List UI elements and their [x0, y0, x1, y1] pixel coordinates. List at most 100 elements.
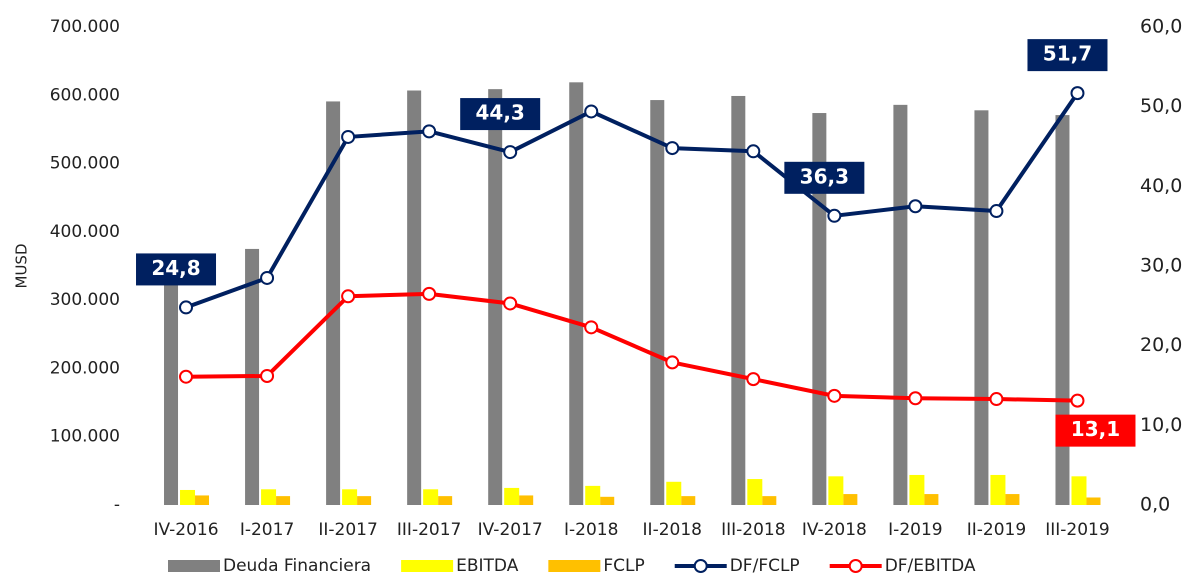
- bar: [893, 104, 908, 506]
- x-tick-label: IV-2016: [153, 520, 218, 540]
- x-tick-label: III-2018: [721, 520, 785, 540]
- x-tick-label: III-2017: [397, 520, 461, 540]
- y2-tick-label: 60,0: [1140, 16, 1182, 38]
- y-tick-label: 300.000: [50, 290, 120, 310]
- bar: [342, 489, 358, 505]
- bar: [828, 476, 844, 505]
- y-tick-label: 700.000: [50, 17, 120, 37]
- bar: [747, 479, 763, 505]
- marker: [179, 369, 194, 384]
- marker: [341, 129, 356, 144]
- bar: [1005, 494, 1020, 505]
- y2-tick-label: 30,0: [1140, 255, 1182, 277]
- y-tick-label: 400.000: [50, 222, 120, 242]
- marker: [827, 388, 842, 403]
- legend-swatch: [548, 560, 601, 572]
- marker: [584, 104, 599, 119]
- bar: [990, 474, 1006, 505]
- bar: [504, 487, 520, 505]
- marker: [908, 391, 923, 406]
- bar: [488, 89, 503, 505]
- x-tick-label: II-2019: [967, 520, 1026, 540]
- bar: [812, 113, 827, 505]
- bar: [909, 474, 925, 505]
- marker: [746, 144, 761, 159]
- bar: [924, 494, 939, 505]
- marker: [908, 199, 923, 214]
- data-label-box: [460, 98, 541, 131]
- bar: [600, 496, 615, 505]
- marker: [503, 296, 518, 311]
- y2-tick-label: 20,0: [1140, 334, 1182, 356]
- data-label-box: [136, 253, 217, 286]
- line: [186, 291, 1078, 403]
- data-label: 51,7: [1043, 42, 1092, 66]
- bar: [261, 489, 277, 505]
- data-label-box: [784, 161, 865, 194]
- bar: [1086, 497, 1101, 505]
- legend-label: DF/EBITDA: [885, 556, 976, 576]
- data-label: 24,8: [151, 256, 200, 280]
- bar: [195, 495, 210, 505]
- marker: [1070, 393, 1085, 408]
- marker: [827, 208, 842, 223]
- bar: [519, 495, 534, 505]
- bar: [326, 101, 341, 505]
- bar: [974, 110, 989, 506]
- bar: [180, 489, 196, 505]
- line: [185, 91, 1080, 310]
- bar: [569, 82, 584, 505]
- marker: [503, 145, 518, 160]
- bar: [843, 494, 858, 505]
- x-tick-label: I-2018: [564, 520, 618, 540]
- marker: [260, 270, 275, 285]
- y-tick-label: 100.000: [50, 427, 120, 447]
- data-label: 44,3: [476, 101, 525, 125]
- marker: [989, 204, 1004, 219]
- y-tick-label: -: [114, 495, 120, 515]
- y-axis-title: MUSD: [13, 244, 31, 289]
- y2-tick-label: 40,0: [1140, 175, 1182, 197]
- marker: [989, 392, 1004, 407]
- x-tick-label: I-2019: [888, 520, 942, 540]
- x-tick-label: IV-2018: [802, 520, 867, 540]
- legend-swatch: [168, 560, 220, 572]
- legend-label: Deuda Financiera: [223, 556, 371, 576]
- bar: [585, 485, 601, 505]
- y-tick-label: 500.000: [50, 154, 120, 174]
- data-label-box: [1055, 414, 1136, 447]
- marker: [422, 124, 437, 139]
- bar: [681, 496, 696, 505]
- bar: [438, 496, 453, 505]
- legend-marker: [848, 559, 863, 573]
- data-label-box: [1027, 39, 1108, 72]
- legend-marker: [693, 559, 708, 573]
- bar: [1055, 115, 1070, 506]
- y2-tick-label: 50,0: [1140, 95, 1182, 117]
- marker: [584, 320, 599, 335]
- marker: [746, 372, 761, 387]
- marker: [1070, 86, 1085, 101]
- marker: [341, 289, 356, 304]
- marker: [665, 355, 680, 370]
- y2-tick-label: 10,0: [1140, 414, 1182, 436]
- marker: [422, 286, 437, 301]
- x-tick-label: II-2018: [643, 520, 702, 540]
- bar: [164, 279, 179, 505]
- marker: [260, 368, 275, 383]
- bar: [666, 481, 682, 505]
- legend-label: DF/FCLP: [730, 556, 800, 576]
- data-label: 36,3: [800, 164, 849, 188]
- marker: [665, 141, 680, 156]
- x-tick-label: II-2017: [318, 520, 377, 540]
- x-tick-label: I-2017: [240, 520, 294, 540]
- legend-label: EBITDA: [456, 556, 519, 576]
- y2-tick-label: 0,0: [1140, 494, 1170, 516]
- y-tick-label: 200.000: [50, 358, 120, 378]
- y-tick-label: 600.000: [50, 85, 120, 105]
- x-tick-label: III-2019: [1045, 520, 1109, 540]
- bar: [357, 496, 372, 505]
- bar: [407, 90, 422, 506]
- data-label: 13,1: [1071, 417, 1120, 441]
